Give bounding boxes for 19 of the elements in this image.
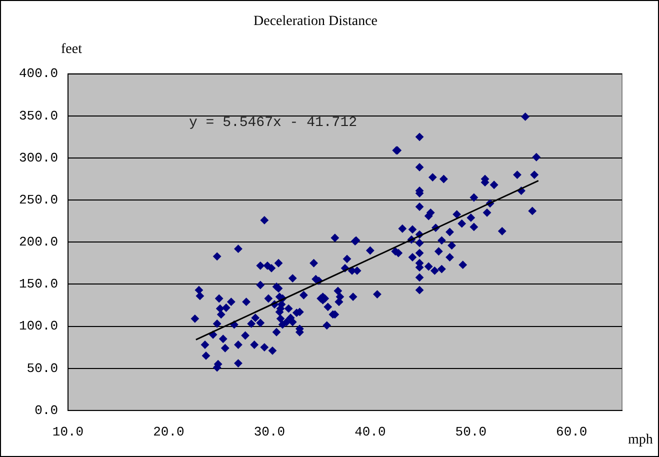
x-tick-label: 40.0	[354, 424, 386, 440]
x-tick-label: 30.0	[254, 424, 286, 440]
y-tick-label: 350.0	[18, 108, 58, 124]
chart-title: Deceleration Distance	[254, 14, 378, 30]
y-tick-label: 100.0	[18, 318, 58, 334]
annotation: y = 5.5467x - 41.712	[188, 114, 357, 131]
y-axis-title: feet	[61, 42, 82, 57]
x-axis-title: mph	[628, 432, 653, 448]
y-tick-label: 300.0	[18, 150, 58, 166]
y-tick-label: 200.0	[18, 234, 58, 250]
y-tick-label: 250.0	[18, 192, 58, 208]
y-tick-label: 50.0	[26, 360, 58, 376]
y-tick-label: 0.0	[34, 402, 58, 418]
x-tick-label: 50.0	[455, 424, 487, 440]
y-tick-label: 150.0	[18, 276, 58, 292]
x-tick-label: 60.0	[556, 424, 588, 440]
y-tick-label: 400.0	[18, 66, 58, 82]
x-tick-label: 10.0	[52, 424, 84, 440]
x-tick-label: 20.0	[153, 424, 184, 440]
